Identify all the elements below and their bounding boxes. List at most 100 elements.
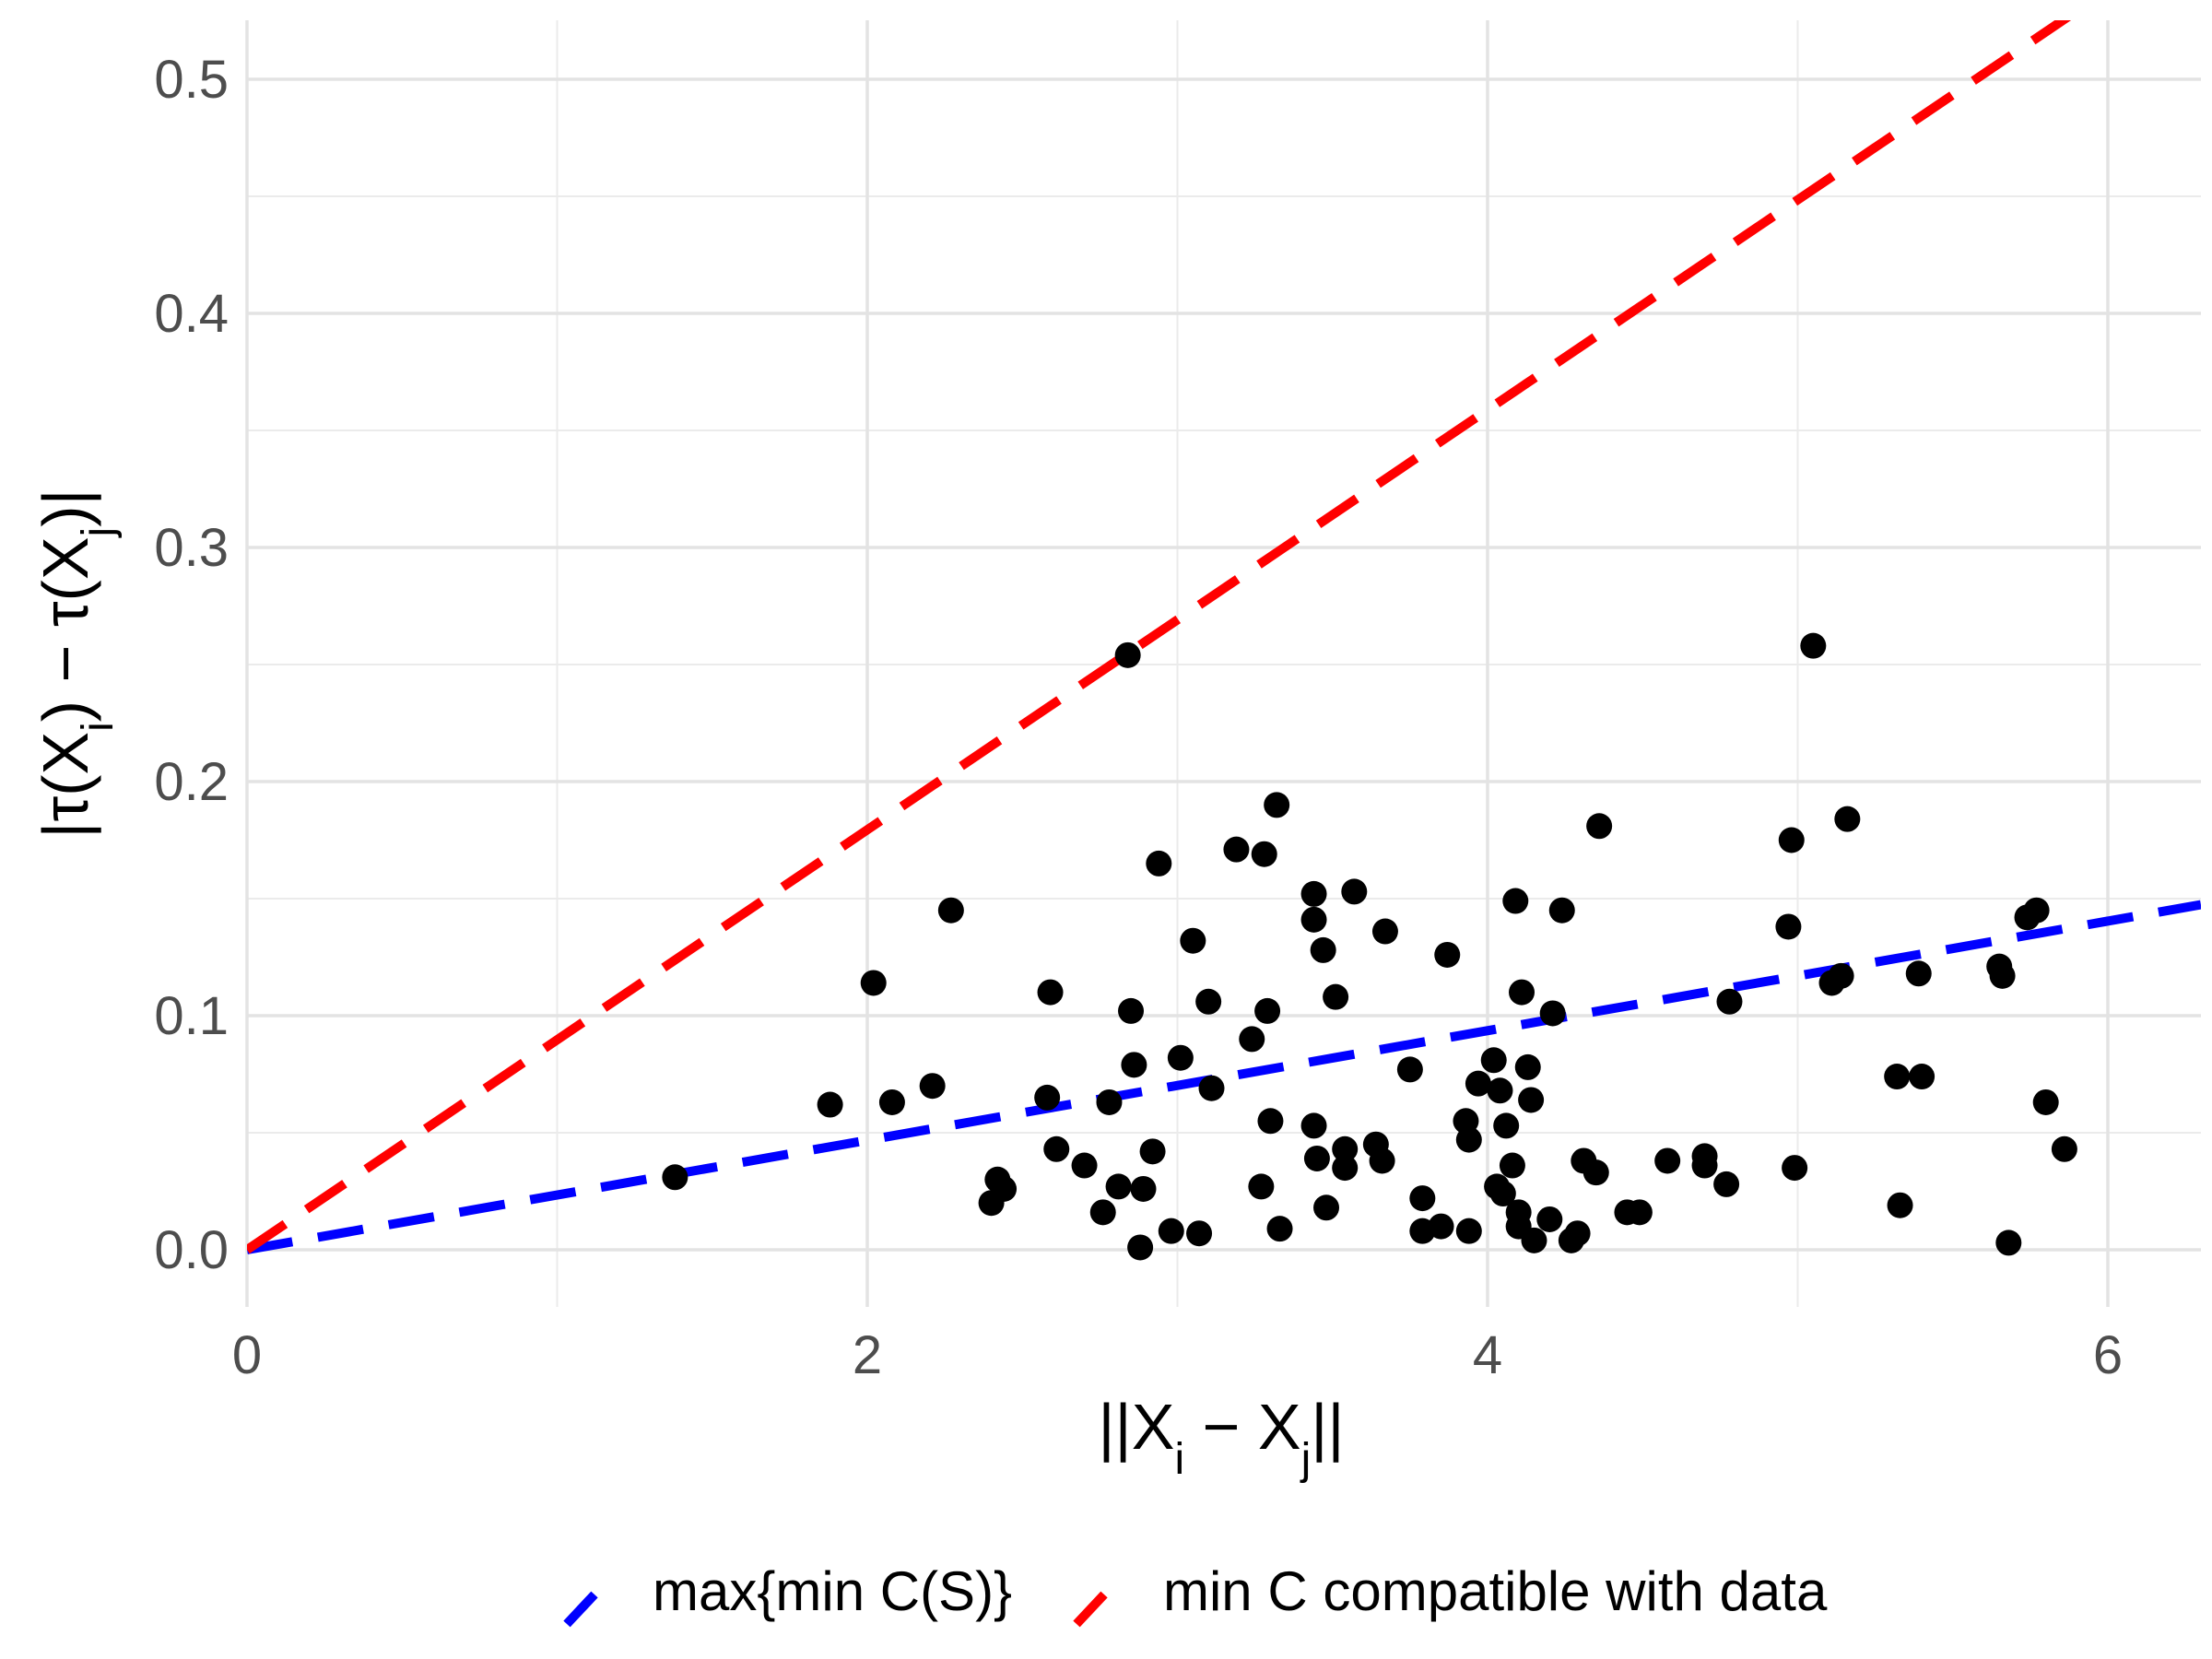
scatter-point	[817, 1091, 843, 1118]
x-tick-label: 2	[853, 1325, 882, 1385]
scatter-point	[1716, 988, 1743, 1015]
scatter-point	[1691, 1143, 1718, 1170]
scatter-point	[1428, 1213, 1454, 1240]
reference-lines	[247, 20, 2201, 1254]
scatter-point	[1223, 836, 1250, 863]
scatter-point	[2051, 1135, 2077, 1162]
y-axis-title: |τ(Xi) − τ(Xj)|	[29, 488, 123, 838]
scatter-point	[1480, 1047, 1507, 1074]
scatter-point	[1300, 1112, 1327, 1139]
x-tick-label: 6	[2093, 1325, 2123, 1385]
scatter-point	[1034, 1084, 1061, 1111]
scatter-point	[1257, 1108, 1284, 1135]
legend-key-red-dashed	[1073, 1591, 1108, 1628]
scatter-point	[1195, 988, 1222, 1015]
scatter-point	[1518, 1087, 1545, 1113]
scatter-point	[1909, 1064, 1936, 1090]
scatter-point	[1502, 888, 1529, 914]
y-tick-label: 0.2	[154, 752, 229, 812]
legend-key-blue-dashed	[563, 1591, 598, 1628]
scatter-point	[2032, 1088, 2059, 1115]
y-tick-label: 0.3	[154, 518, 229, 578]
scatter-point	[1266, 1216, 1293, 1242]
scatter-point	[1239, 1026, 1265, 1053]
scatter-point	[1186, 1220, 1213, 1247]
scatter-point	[1310, 936, 1336, 963]
scatter-point	[1626, 1199, 1653, 1226]
scatter-point	[1254, 997, 1281, 1024]
scatter-point	[937, 897, 964, 924]
scatter-point	[1300, 880, 1327, 907]
scatter-point	[1539, 1000, 1566, 1027]
scatter-point	[1341, 878, 1368, 905]
scatter-point	[1455, 1218, 1482, 1244]
scatter-point	[1180, 927, 1206, 954]
legend-label-max-min-c: max{min C(S)}	[653, 1560, 1012, 1622]
x-axis-title: ||Xi − Xj||	[1098, 1391, 1344, 1484]
scatter-point	[1564, 1220, 1591, 1247]
scatter-point	[1800, 632, 1827, 659]
scatter-point	[919, 1073, 946, 1100]
x-tick-label: 4	[1473, 1325, 1502, 1385]
scatter-point	[1300, 906, 1327, 933]
scatter-point	[1264, 792, 1290, 818]
scatter-point	[1127, 1234, 1154, 1261]
scatter-point	[1514, 1053, 1541, 1080]
y-axis-ticks: 0.0 0.1 0.2 0.3 0.4 0.5	[154, 50, 229, 1280]
legend-label-min-c-compatible: min C compatible with data	[1163, 1560, 1828, 1622]
scatter-point	[1548, 897, 1575, 924]
scatter-point	[1105, 1173, 1132, 1200]
scatter-point	[1146, 850, 1172, 877]
scatter-point	[1371, 918, 1398, 945]
scatter-point	[1995, 1230, 2022, 1256]
scatter-point	[1130, 1175, 1157, 1202]
scatter-point	[1536, 1206, 1563, 1232]
scatter-point	[1096, 1088, 1123, 1115]
blue-dashed-line	[247, 900, 2201, 1254]
scatter-point	[878, 1088, 905, 1115]
scatter-point	[1455, 1126, 1482, 1153]
scatter-point	[1834, 806, 1861, 832]
scatter-point	[1778, 827, 1805, 853]
scatter-point	[2023, 897, 2050, 924]
scatter-point	[1487, 1077, 1513, 1104]
scatter-point	[1775, 913, 1802, 940]
scatter-point	[1654, 1147, 1681, 1174]
scatter-point	[1313, 1194, 1340, 1221]
data-points	[662, 632, 2077, 1261]
scatter-point	[1251, 841, 1277, 867]
scatter-point	[1465, 1070, 1491, 1097]
scatter-point	[991, 1175, 1018, 1202]
scatter-point	[1583, 1159, 1609, 1186]
scatter-point	[1489, 1181, 1516, 1207]
scatter-point	[1323, 983, 1349, 1010]
scatter-point	[1248, 1173, 1275, 1200]
scatter-point	[1089, 1199, 1116, 1226]
scatter-point	[1198, 1075, 1225, 1101]
y-tick-label: 0.0	[154, 1220, 229, 1280]
scatter-point	[1905, 960, 1932, 987]
grid	[245, 20, 2201, 1307]
red-dashed-line	[247, 20, 2072, 1254]
scatter-point	[860, 970, 887, 996]
scatter-point	[1167, 1044, 1194, 1071]
scatter-point	[1989, 962, 2016, 989]
scatter-point	[1884, 1064, 1911, 1090]
scatter-point	[1521, 1227, 1547, 1253]
scatter-point	[1037, 979, 1064, 1006]
scatter-point	[1782, 1155, 1808, 1182]
scatter-point	[1493, 1112, 1520, 1139]
scatter-point	[1434, 941, 1461, 968]
scatter-point	[1713, 1171, 1740, 1197]
scatter-point	[1303, 1145, 1330, 1171]
scatter-point	[1114, 641, 1141, 668]
x-axis-ticks: 0 2 4 6	[232, 1325, 2123, 1385]
scatter-point	[1332, 1155, 1359, 1182]
scatter-point	[1499, 1152, 1525, 1179]
y-tick-label: 0.4	[154, 284, 229, 344]
scatter-point	[1043, 1135, 1070, 1162]
scatter-point	[1121, 1052, 1147, 1078]
scatter-point	[1332, 1135, 1359, 1162]
scatter-point	[1828, 962, 1854, 989]
